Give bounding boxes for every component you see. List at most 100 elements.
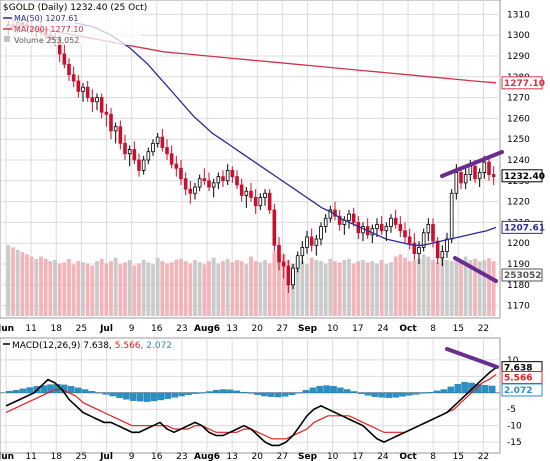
- trend-annotations: [440, 150, 504, 369]
- volume-bar: [169, 262, 174, 316]
- macd-histogram-bar: [185, 392, 192, 395]
- candle-body: [431, 224, 435, 242]
- candle-body: [81, 86, 85, 92]
- candle-body: [197, 178, 202, 188]
- trend-line-volume-falling: [453, 256, 498, 283]
- volume-bar: [95, 261, 99, 316]
- volume-bar: [393, 256, 398, 316]
- volume-bar: [295, 262, 300, 316]
- macd-histogram-bar: [419, 392, 427, 394]
- candle-body: [412, 242, 417, 254]
- candle-body: [482, 161, 487, 173]
- ma200-value-badge-text: 1277.10: [504, 79, 545, 89]
- macd-x-tick-label: 8: [430, 452, 436, 461]
- x-tick-label: 16: [151, 324, 163, 334]
- candle-body: [95, 97, 99, 103]
- candle-body: [459, 172, 463, 184]
- macd-x-tick-label: 17: [352, 452, 363, 461]
- volume-bar: [272, 252, 277, 316]
- macd-histogram-bar: [281, 392, 289, 397]
- volume-bar: [361, 260, 365, 316]
- macd-histogram-bar: [426, 391, 434, 393]
- volume-bar: [197, 262, 202, 316]
- candle-body: [319, 226, 323, 240]
- volume-bar: [337, 262, 342, 316]
- volume-bar: [207, 261, 211, 316]
- macd-histogram-bar: [357, 392, 365, 394]
- macd-histogram-bar: [482, 385, 489, 393]
- candle-body: [263, 192, 267, 198]
- volume-bar: [365, 262, 370, 316]
- x-tick-label: Aug6: [194, 324, 220, 334]
- volume-bar: [20, 252, 25, 316]
- macd-histogram-bar: [275, 392, 282, 398]
- volume-bar: [435, 262, 440, 316]
- volume-bar: [431, 260, 435, 316]
- legend-volume-swatch: [4, 36, 10, 42]
- volume-bar: [179, 258, 183, 316]
- price-tick-label: 1310: [507, 10, 530, 20]
- volume-bar: [211, 257, 216, 316]
- candle-body: [113, 126, 118, 132]
- macd-histogram-bar: [143, 392, 151, 402]
- candle-body: [351, 213, 356, 223]
- x-tick-label: 18: [51, 324, 63, 334]
- price-tick-label: 1200: [507, 239, 530, 249]
- candle-body: [291, 267, 295, 286]
- candle-body: [347, 213, 351, 221]
- candle-body: [277, 244, 281, 263]
- candle-body: [253, 197, 258, 207]
- macd-histogram-bar: [385, 392, 392, 398]
- volume-value-badge-box: [501, 268, 543, 282]
- volume-bar: [454, 258, 459, 316]
- macd-histogram-bar: [178, 392, 185, 397]
- macd-histogram-bar: [150, 392, 158, 402]
- candle-body: [445, 238, 449, 252]
- macd-histogram-bar: [219, 389, 227, 393]
- candle-body: [76, 80, 81, 92]
- x-tick-label: 17: [352, 324, 363, 334]
- volume-bar: [426, 256, 431, 316]
- candle-body: [211, 182, 216, 188]
- volume-bar: [81, 262, 85, 316]
- volume-bar: [225, 258, 230, 316]
- x-tick-label: 15: [453, 324, 464, 334]
- price-tick-label: 1190: [507, 260, 530, 270]
- macd-histogram-bar: [95, 392, 103, 394]
- macd-histogram-bar: [212, 389, 220, 393]
- volume-bar: [491, 261, 496, 316]
- macd-x-tick-label: 16: [151, 452, 163, 461]
- macd-histogram-bar: [392, 392, 399, 398]
- legend-ma50: MA(50) 1207.61: [14, 14, 78, 23]
- volume-bar: [421, 254, 426, 316]
- volume-bar: [258, 262, 263, 316]
- candle-body: [300, 246, 305, 257]
- volume-bar: [76, 261, 81, 316]
- volume-bar: [216, 263, 221, 316]
- x-tick-label: 9: [129, 324, 135, 334]
- price-tick-label: 1260: [507, 114, 530, 124]
- volume-bar: [71, 264, 76, 316]
- histogram-value-badge: 2.072: [501, 383, 543, 397]
- volume-bar: [468, 260, 473, 316]
- candle-body: [328, 209, 333, 219]
- macd-panel-frame: [0, 337, 501, 454]
- volume-bar: [305, 264, 309, 316]
- macd-x-tick-label: Sep: [298, 452, 318, 461]
- macd-histogram-bar: [47, 384, 54, 393]
- volume-bar: [389, 262, 393, 316]
- candle-body: [151, 142, 155, 153]
- volume-bar: [281, 254, 286, 316]
- macd-histogram-bar: [433, 390, 441, 393]
- macd-value-badge-text: 7.638: [504, 364, 532, 374]
- macd-tick-label: -5: [507, 405, 516, 415]
- volume-bar: [221, 261, 225, 316]
- volume-value-badge-text: 253052: [504, 271, 542, 281]
- macd-histogram-bar: [399, 392, 406, 397]
- x-tick-label: 23: [176, 324, 187, 334]
- ma50-line: [74, 22, 497, 246]
- macd-x-tick-label: Jun: [0, 452, 14, 461]
- macd-legend-prefix: MACD(12,26,9): [12, 341, 80, 351]
